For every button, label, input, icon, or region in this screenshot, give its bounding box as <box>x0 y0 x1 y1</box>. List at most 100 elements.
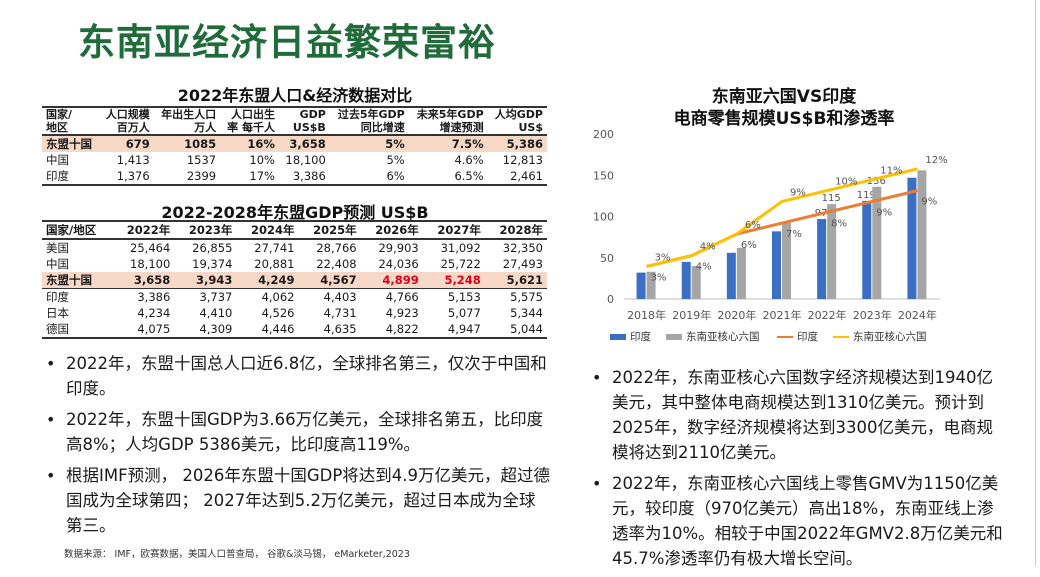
table1-header-line: 国家/ <box>46 108 73 121</box>
line-value-label: 6% <box>745 220 761 231</box>
bar-sea6 <box>691 266 701 299</box>
table-cell: 4,766 <box>385 290 419 304</box>
table-row: 东盟十国 3,658 3,943 4,249 4,567 4,899 5,248 5,621 <box>42 272 547 289</box>
table-cell: 679 <box>125 137 150 151</box>
line-value-label: 9% <box>790 187 806 198</box>
table1-header-line: US$B <box>292 121 326 134</box>
line-value-label: 12% <box>925 155 947 166</box>
table-cell: 4,249 <box>258 273 295 287</box>
legend-label: 东南亚核心六国 <box>686 330 760 343</box>
line-value-label: 6% <box>741 240 757 251</box>
bar-india <box>681 261 691 299</box>
chart-title-line2: 电商零售规模US$B和渗透率 <box>673 109 895 129</box>
table-cell: 12,813 <box>502 153 543 167</box>
table1-header-line: 年出生人口 <box>161 108 217 121</box>
bar-sea6 <box>782 222 791 299</box>
table-cell: 5,621 <box>506 273 543 287</box>
y-tick-label: 50 <box>600 252 614 265</box>
table-cell: 美国 <box>46 241 69 255</box>
bullet-item: 2022年，东盟十国GDP为3.66万亿美元，全球排名第五，比印度高8%；人均G… <box>42 407 550 457</box>
table-cell: 5,077 <box>447 306 481 320</box>
table-cell: 4,899 <box>382 273 419 287</box>
table-cell: 2,461 <box>510 169 543 183</box>
table-cell: 4,822 <box>385 322 419 336</box>
table-cell: 2399 <box>186 169 217 183</box>
table2-header-6: 2027年 <box>437 223 481 237</box>
table-cell: 5,386 <box>506 137 543 151</box>
x-tick-label: 2019年 <box>672 308 711 322</box>
table-cell: 德国 <box>46 322 69 336</box>
y-tick-label: 150 <box>593 169 614 182</box>
table-cell: 5,344 <box>510 306 543 320</box>
table-row: 印度 1,376 2399 17% 3,386 6% 6.5% 2,461 <box>42 168 547 185</box>
x-tick-label: 2023年 <box>853 308 892 322</box>
table1-header-line: 百万人 <box>116 121 150 134</box>
line-value-label: 4% <box>700 242 716 253</box>
table-cell: 19,374 <box>192 257 233 271</box>
table-cell: 24,036 <box>378 257 419 271</box>
bullet-item: 2022年，东盟十国总人口近6.8亿，全球排名第三，仅次于中国和印度。 <box>42 351 550 401</box>
table-cell: 日本 <box>46 306 69 320</box>
bar-value-label: 115 <box>822 193 841 204</box>
table-cell: 东盟十国 <box>46 273 92 287</box>
table-cell: 4,731 <box>323 306 357 320</box>
table-cell: 5,575 <box>510 290 543 304</box>
table1-header-line: 增速预测 <box>439 121 484 134</box>
y-tick-label: 100 <box>593 211 614 224</box>
table-cell: 4,234 <box>137 306 171 320</box>
table1-header-6: 未来5年GDP 增速预测 <box>409 107 488 135</box>
x-tick-label: 2018年 <box>627 308 666 322</box>
table1-header-line: 未来5年GDP <box>416 108 484 121</box>
table-cell: 4,526 <box>261 306 295 320</box>
table1-header-line: 地区 <box>46 121 68 134</box>
table-row: 美国 25,464 26,855 27,741 28,766 29,903 31,092 32… <box>42 239 547 256</box>
table-cell: 26,855 <box>192 241 233 255</box>
table1-header-line: 人均GDP <box>494 108 543 121</box>
table-cell: 18,100 <box>285 153 326 167</box>
table1-header-2: 年出生人口 万人 <box>154 107 220 135</box>
table1-header-line: 同比增速 <box>360 121 405 134</box>
bar-india <box>907 177 917 299</box>
legend-label: 印度 <box>630 330 651 343</box>
left-bullet-list: 2022年，东盟十国总人口近6.8亿，全球排名第三，仅次于中国和印度。 2022年… <box>42 351 550 544</box>
table-cell: 22,408 <box>316 257 357 271</box>
table-cell: 25,722 <box>440 257 481 271</box>
bar-sea6 <box>872 186 882 299</box>
table-cell: 6% <box>386 169 405 183</box>
bullet-item: 根据IMF预测， 2026年东盟十国GDP将达到4.9万亿美元，超过德国成为全球… <box>42 463 550 538</box>
x-tick-label: 2020年 <box>717 308 756 322</box>
table-cell: 4,062 <box>261 290 295 304</box>
table-cell: 3,386 <box>292 169 326 183</box>
bar-india <box>636 272 646 299</box>
bar-sea6 <box>827 204 837 299</box>
table-cell: 1,376 <box>116 169 150 183</box>
table-cell: 中国 <box>46 153 69 167</box>
table1-header-line: 人口出生 <box>230 108 275 121</box>
line-value-label: 8% <box>831 218 847 229</box>
table1-header-4: GDP US$B <box>279 107 330 135</box>
table-cell: 6.5% <box>454 169 484 183</box>
legend-label: 印度 <box>797 330 818 343</box>
table1-header-line: 万人 <box>194 121 217 134</box>
table-cell: 3,386 <box>137 290 171 304</box>
table1-header-line: GDP <box>299 108 326 121</box>
legend-swatch <box>666 334 682 340</box>
bullet-item: 2022年，东南亚核心六国线上零售GMV为1150亿美元，较印度（970亿美元）… <box>588 471 1008 571</box>
table-cell: 5,044 <box>510 322 543 336</box>
table-cell: 27,493 <box>502 257 543 271</box>
table1-header-line: 率 每千人 <box>227 121 275 134</box>
gdp-forecast-table: 国家/地区 2022年 2023年 2024年 2025年 2026年 2027年 2028年… <box>42 220 547 339</box>
table1-header-line: US$ <box>518 121 543 134</box>
line-value-label: 7% <box>786 229 802 240</box>
table-cell: 16% <box>247 137 275 151</box>
table1-header-5: 过去5年GDP 同比增速 <box>330 107 409 135</box>
line-value-label: 11% <box>880 166 902 177</box>
table-cell: 29,903 <box>378 241 419 255</box>
table-cell: 4,567 <box>320 273 357 287</box>
x-tick-label: 2022年 <box>808 308 847 322</box>
y-tick-label: 200 <box>593 128 614 141</box>
table-cell: 18,100 <box>130 257 171 271</box>
table2-title: 2022-2028年东盟GDP预测 US$B <box>161 203 429 222</box>
table-cell: 1537 <box>186 153 217 167</box>
